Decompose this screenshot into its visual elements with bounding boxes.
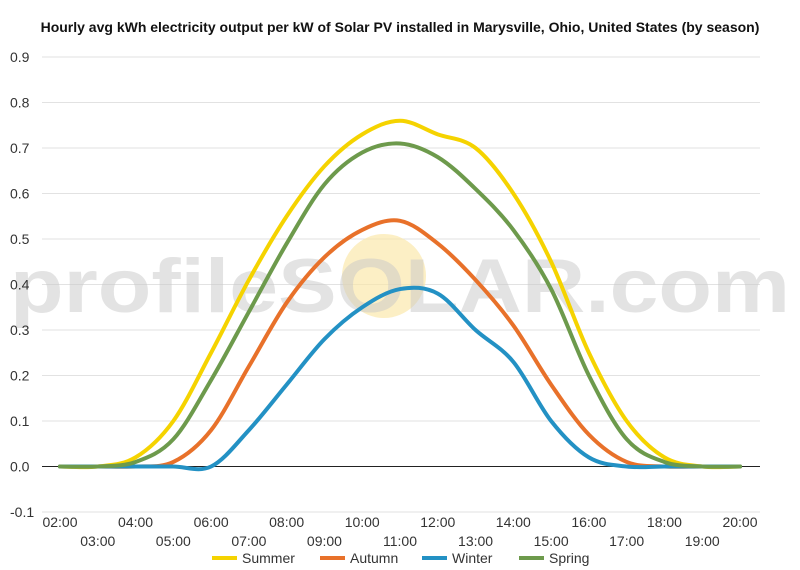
series-layer — [58, 118, 742, 472]
y-tick-label: 0.2 — [10, 368, 30, 384]
x-tick-label: 17:00 — [609, 533, 644, 549]
x-tick-label: 11:00 — [383, 533, 417, 549]
y-tick-label: 0.6 — [10, 186, 30, 202]
series-line-summer — [58, 118, 742, 470]
x-tick-label: 03:00 — [80, 533, 115, 549]
y-tick-label: 0.1 — [10, 413, 30, 429]
x-tick-label: 15:00 — [534, 533, 569, 549]
x-tick-label: 13:00 — [458, 533, 493, 549]
watermark-layer: profileSOLAR.com — [10, 234, 790, 329]
x-tick-label: 02:00 — [42, 514, 77, 530]
legend-label-winter: Winter — [452, 550, 493, 566]
series-line-spring — [58, 141, 742, 469]
y-tick-label: 0.9 — [10, 49, 30, 65]
x-tick-label: 16:00 — [571, 514, 606, 530]
watermark-text: profileSOLAR.com — [10, 244, 790, 329]
y-tick-label: 0.8 — [10, 95, 30, 111]
y-tick-label: 0.5 — [10, 231, 30, 247]
x-tick-label: 18:00 — [647, 514, 682, 530]
y-tick-label: -0.1 — [10, 504, 34, 520]
watermark-sun — [342, 234, 426, 318]
series-line-autumn — [58, 218, 742, 469]
y-tick-label: 0.0 — [10, 459, 30, 475]
x-tick-label: 07:00 — [231, 533, 266, 549]
x-tick-label: 14:00 — [496, 514, 531, 530]
grid-layer — [42, 56, 760, 513]
legend-label-summer: Summer — [242, 550, 295, 566]
series-line-winter — [58, 285, 742, 472]
y-tick-label: 0.7 — [10, 140, 30, 156]
y-axis-ticks: -0.1 0.0 0.1 0.2 0.3 0.4 0.5 0.6 0.7 0.8 0.9 — [10, 49, 34, 520]
y-tick-label: 0.4 — [10, 277, 30, 293]
x-tick-label: 19:00 — [685, 533, 720, 549]
x-tick-label: 04:00 — [118, 514, 153, 530]
legend-label-autumn: Autumn — [350, 550, 398, 566]
legend: Summer Autumn Winter Spring — [212, 550, 589, 566]
legend-label-spring: Spring — [549, 550, 589, 566]
x-tick-label: 05:00 — [156, 533, 191, 549]
x-tick-label: 12:00 — [420, 514, 455, 530]
x-tick-label: 08:00 — [269, 514, 304, 530]
x-tick-label: 06:00 — [194, 514, 229, 530]
x-tick-label: 09:00 — [307, 533, 342, 549]
x-tick-label: 20:00 — [722, 514, 757, 530]
x-axis-ticks: 02:0003:0004:0005:0006:0007:0008:0009:00… — [42, 514, 757, 549]
chart-title: Hourly avg kWh electricity output per kW… — [40, 19, 760, 35]
y-tick-label: 0.3 — [10, 322, 30, 338]
x-tick-label: 10:00 — [345, 514, 380, 530]
